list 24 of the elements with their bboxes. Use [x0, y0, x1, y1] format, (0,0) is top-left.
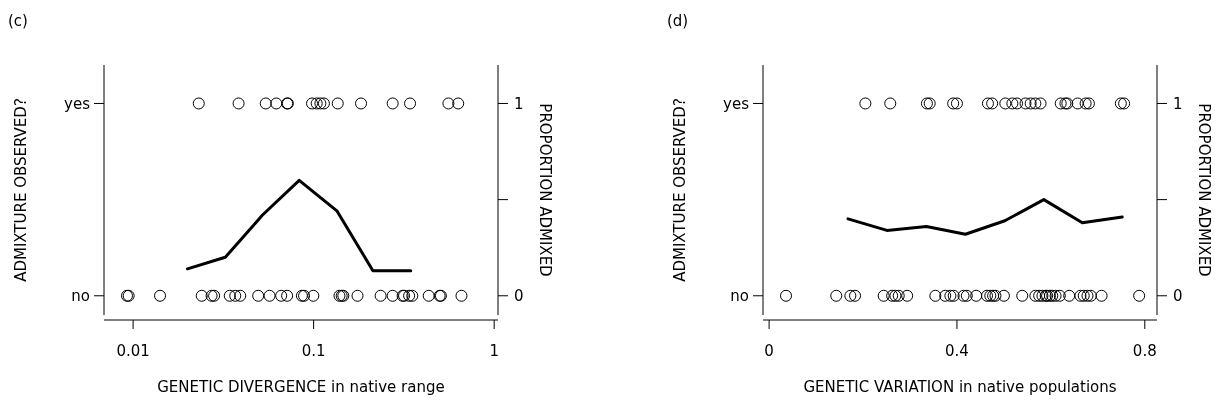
- y2-axis-title: PROPORTION ADMIXED: [536, 103, 554, 277]
- y-axis-title: ADMIXTURE OBSERVED?: [671, 98, 689, 282]
- y-axis-title: ADMIXTURE OBSERVED?: [12, 98, 30, 282]
- x-axis-title: GENETIC DIVERGENCE in native range: [157, 378, 445, 396]
- x-tick-label: 0: [764, 342, 774, 360]
- category-label: yes: [723, 94, 749, 113]
- y2-tick-label: 0: [1173, 287, 1183, 306]
- x-tick-label: 0.01: [116, 342, 150, 360]
- chart-title: (d): [667, 12, 689, 30]
- y2-axis-title: PROPORTION ADMIXED: [1195, 103, 1213, 277]
- line-series: [185, 178, 413, 273]
- y2-tick-label: 1: [514, 94, 524, 113]
- x-axis-title: GENETIC VARIATION in native populations: [803, 378, 1117, 396]
- y2-tick-label: 0: [514, 287, 524, 306]
- category-label: yes: [64, 94, 90, 113]
- category-label: no: [71, 287, 90, 306]
- category-label: no: [730, 287, 749, 306]
- x-tick-label: 1: [489, 342, 499, 360]
- chart-title: (c): [8, 12, 28, 30]
- line-series: [846, 198, 1124, 236]
- y2-tick-label: 1: [1173, 94, 1183, 113]
- x-tick-label: 0.1: [301, 342, 326, 360]
- x-tick-label: 0.8: [1132, 342, 1157, 360]
- x-tick-label: 0.4: [945, 342, 969, 360]
